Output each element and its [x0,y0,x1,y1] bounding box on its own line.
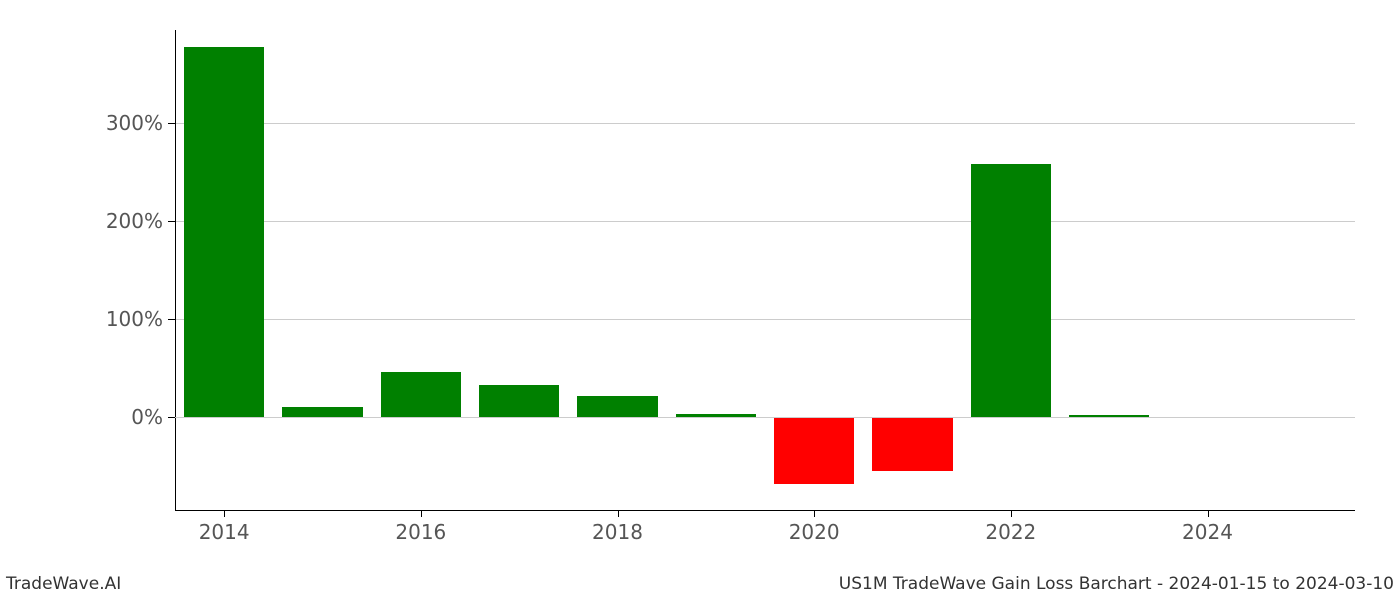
x-axis-line [175,510,1355,511]
x-tick-label: 2020 [774,520,854,544]
bar [971,164,1052,417]
bar [577,396,658,417]
bar [774,417,855,484]
grid-line [175,221,1355,222]
bar [479,385,560,417]
x-tick-label: 2014 [184,520,264,544]
y-tick-mark [168,417,175,418]
x-tick-label: 2018 [578,520,658,544]
zero-line [175,417,1355,418]
x-tick-mark [224,510,225,517]
grid-line [175,123,1355,124]
y-tick-mark [168,221,175,222]
x-tick-label: 2016 [381,520,461,544]
x-tick-label: 2024 [1168,520,1248,544]
x-tick-mark [1011,510,1012,517]
x-tick-mark [814,510,815,517]
x-tick-mark [1208,510,1209,517]
bar [381,372,462,417]
grid-line [175,319,1355,320]
footer-right-text: US1M TradeWave Gain Loss Barchart - 2024… [839,574,1394,594]
y-tick-label: 100% [43,307,163,331]
y-tick-mark [168,123,175,124]
y-tick-label: 0% [43,405,163,429]
y-axis-line [175,30,176,510]
x-tick-mark [618,510,619,517]
bar [872,417,953,471]
bar [184,47,265,417]
plot-area: 0%100%200%300%201420162018202020222024 [175,30,1355,510]
y-tick-mark [168,319,175,320]
y-tick-label: 300% [43,111,163,135]
chart-container: 0%100%200%300%201420162018202020222024 T… [0,0,1400,600]
x-tick-mark [421,510,422,517]
x-tick-label: 2022 [971,520,1051,544]
y-tick-label: 200% [43,209,163,233]
footer-left-text: TradeWave.AI [6,574,121,594]
bar [282,407,363,417]
